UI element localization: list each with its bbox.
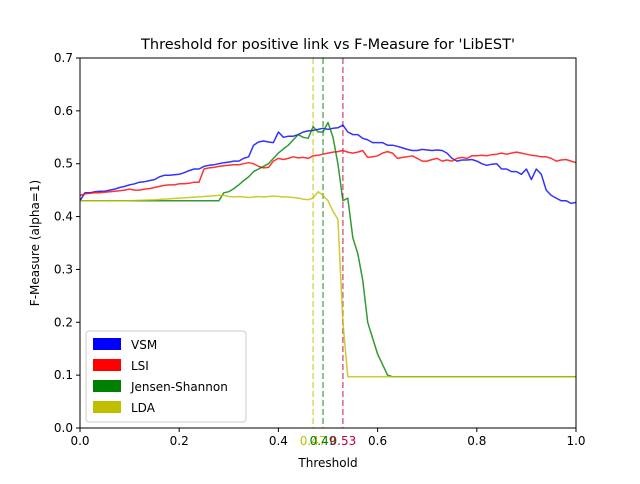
series-line-lda (80, 190, 576, 378)
y-axis: 0.0 0.1 0.2 0.3 0.4 0.5 0.6 0.7 (54, 51, 80, 435)
y-tick-label: 0.1 (54, 368, 73, 382)
y-tick-label: 0.5 (54, 157, 73, 171)
legend-swatch (93, 380, 121, 392)
y-axis-label: F-Measure (alpha=1) (28, 180, 42, 306)
plot-frame (79, 57, 577, 429)
legend-label: LDA (131, 401, 156, 415)
x-axis: 0.0 0.2 0.4 0.6 0.8 1.0 (70, 428, 586, 448)
threshold-label: 0.49 (310, 434, 337, 448)
y-tick-label: 0.3 (54, 262, 73, 276)
threshold-lines (312, 58, 344, 428)
legend-label: VSM (131, 338, 157, 352)
x-axis-label: Threshold (297, 456, 357, 470)
x-tick-label: 0.6 (368, 434, 387, 448)
legend-swatch (93, 338, 121, 350)
series-line-lsi (79, 149, 577, 197)
x-tick-label: 0.2 (170, 434, 189, 448)
threshold-label: 0.53 (330, 434, 357, 448)
threshold-labels: 0.470.490.53 (300, 434, 356, 448)
legend: VSM LSI Jensen-Shannon LDA (85, 330, 247, 423)
y-tick-label: 0.7 (54, 51, 73, 65)
y-tick-label: 0.4 (54, 210, 73, 224)
legend-swatch (93, 401, 121, 413)
legend-swatch (93, 359, 121, 371)
series-line-jensen-shannon (80, 121, 576, 378)
y-tick-label: 0.6 (54, 104, 73, 118)
legend-box (85, 330, 247, 423)
x-tick-label: 0.8 (467, 434, 486, 448)
x-tick-label: 0.0 (70, 434, 89, 448)
chart-title: Threshold for positive link vs F-Measure… (140, 37, 515, 53)
y-tick-label: 0.2 (54, 315, 73, 329)
series-line-vsm (79, 124, 577, 205)
legend-label: LSI (131, 359, 149, 373)
x-tick-label: 0.4 (269, 434, 288, 448)
series-lines (79, 121, 577, 378)
y-tick-label: 0.0 (54, 421, 73, 435)
threshold-label: 0.47 (300, 434, 327, 448)
x-tick-label: 1.0 (566, 434, 585, 448)
legend-label: Jensen-Shannon (130, 380, 228, 394)
